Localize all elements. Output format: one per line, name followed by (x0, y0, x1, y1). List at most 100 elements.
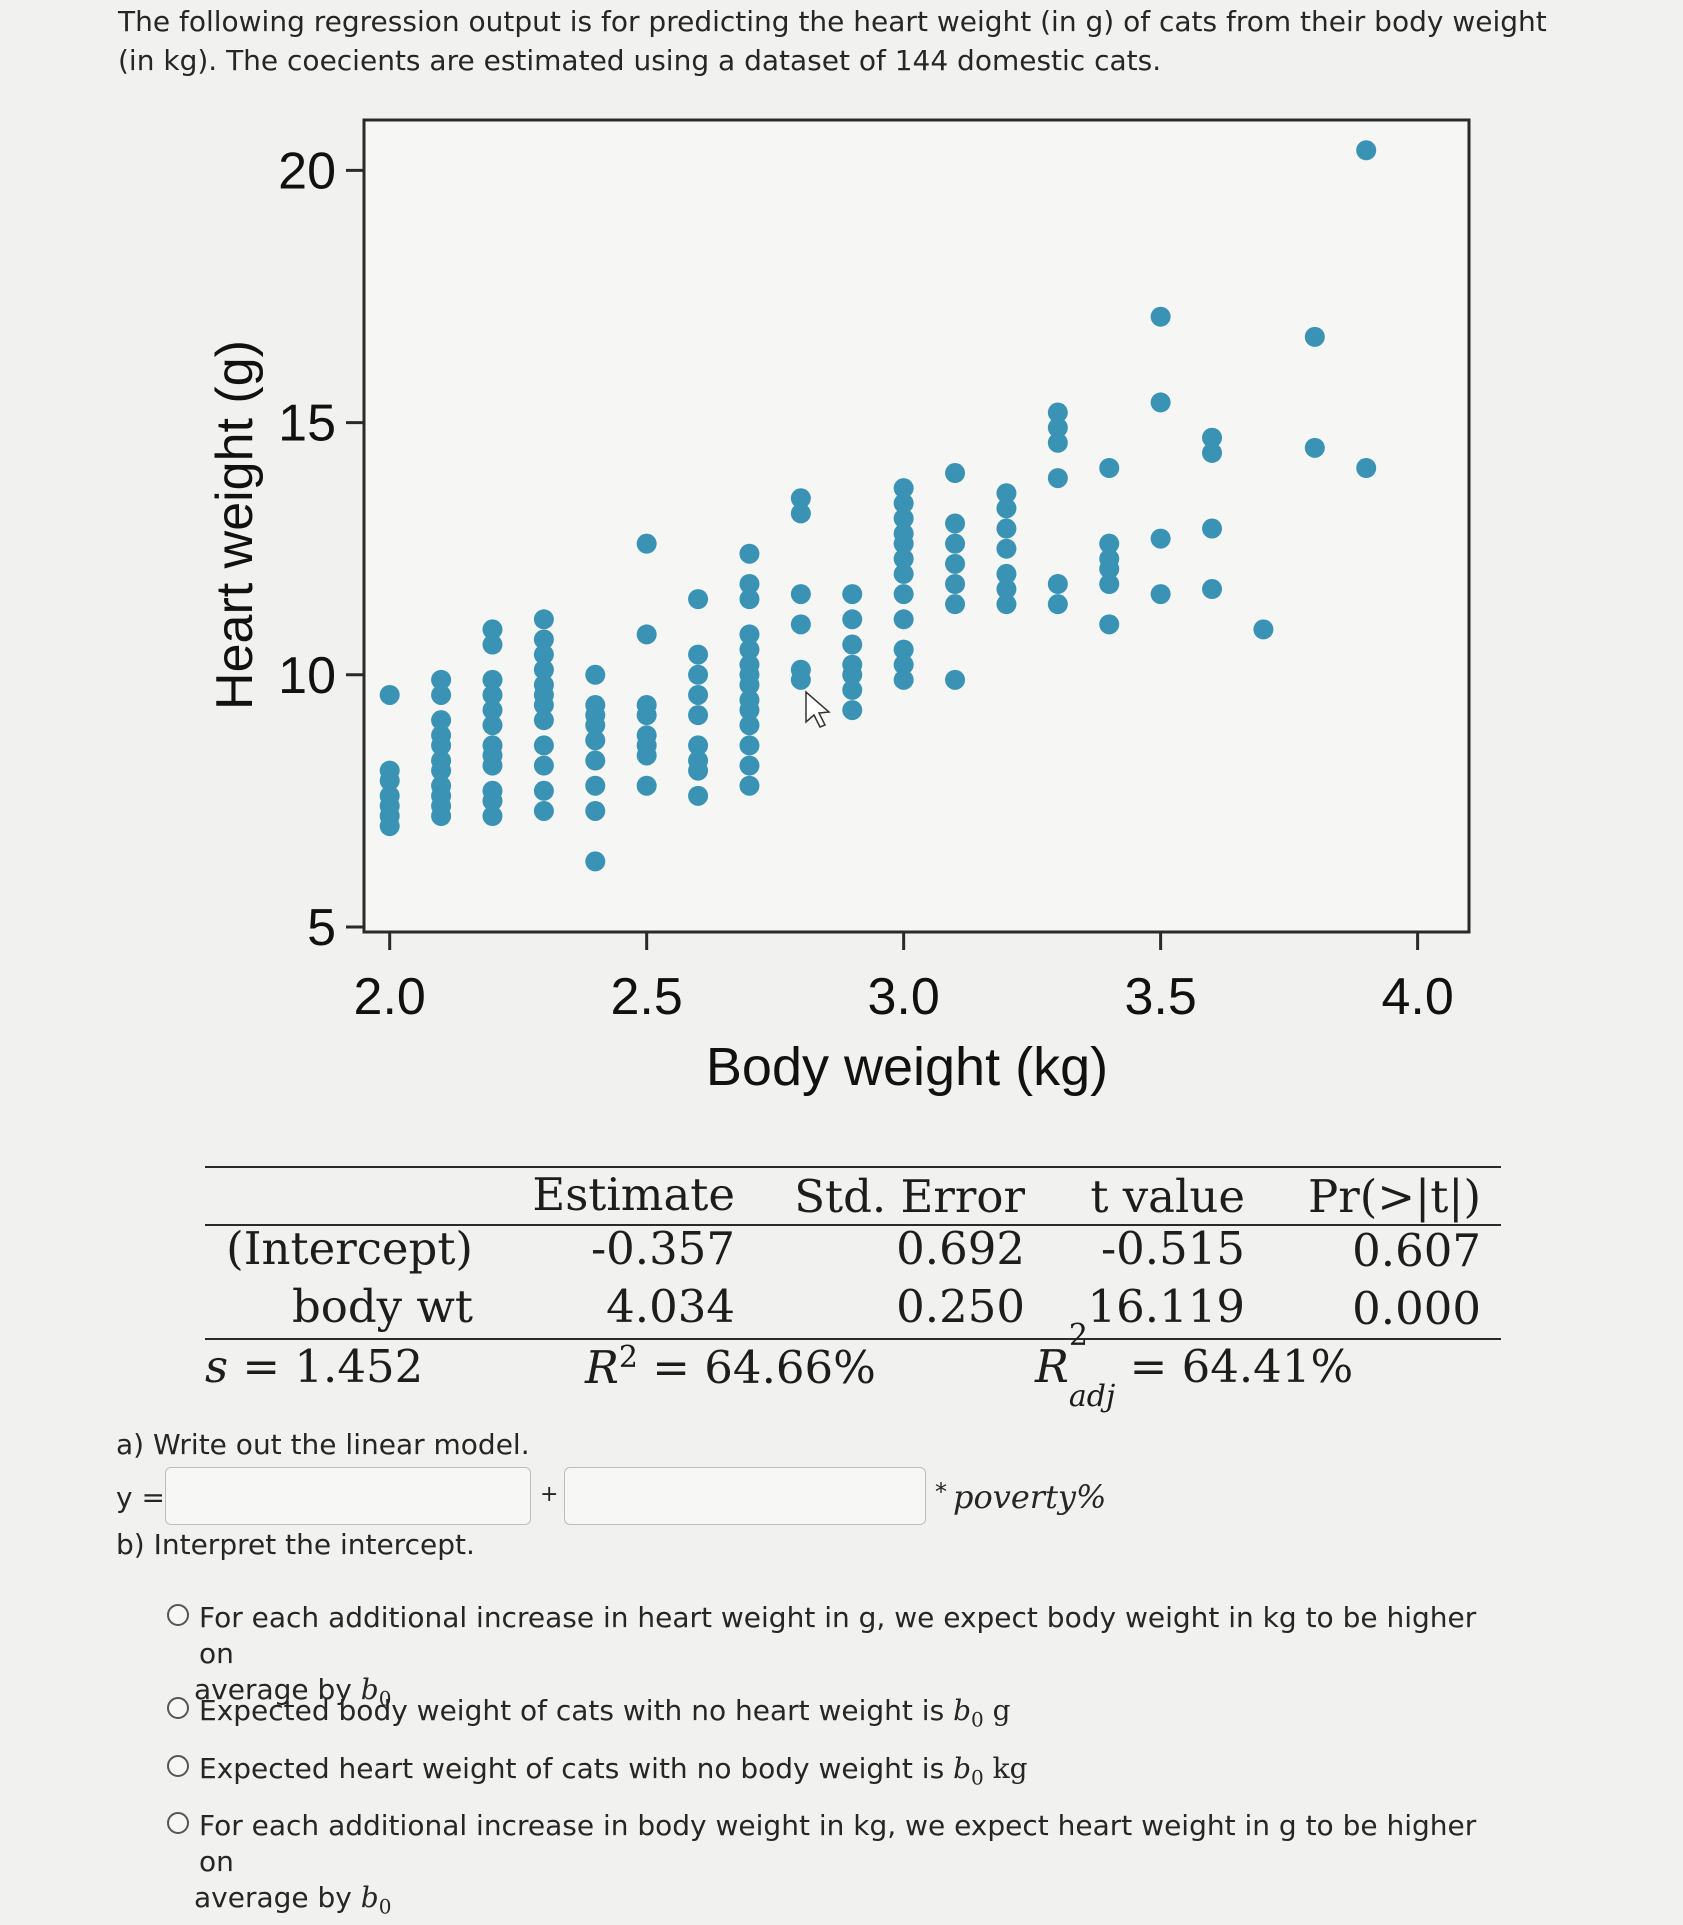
data-point-123 (1047, 468, 1068, 489)
body-wt-estimate: 4.034 (606, 1280, 735, 1333)
plus-sign: + (540, 1482, 559, 1507)
row-label-body-wt: body wt (291, 1280, 473, 1333)
part-b-label: b) Interpret the intercept. (116, 1528, 475, 1561)
data-point-38 (533, 659, 554, 680)
data-point-45 (585, 750, 606, 771)
data-point-141 (1253, 619, 1274, 640)
data-point-59 (688, 785, 709, 806)
body-wt-std-error: 0.250 (896, 1280, 1025, 1333)
option-4-text: For each additional increase in body wei… (199, 1809, 1477, 1878)
data-point-132 (1099, 458, 1120, 478)
intercept-p-value: 0.607 (1352, 1224, 1481, 1277)
data-point-139 (1202, 442, 1223, 463)
header-estimate: Estimate (532, 1168, 735, 1221)
data-point-3 (379, 785, 400, 806)
data-point-100 (893, 563, 914, 584)
data-point-80 (739, 574, 760, 594)
option-3[interactable]: Expected heart weight of cats with no bo… (167, 1751, 1507, 1796)
radio-option-4[interactable] (167, 1812, 189, 1834)
data-point-103 (893, 523, 914, 544)
data-point-97 (893, 639, 914, 660)
slope-input[interactable] (564, 1467, 926, 1525)
data-point-56 (636, 695, 657, 716)
radio-option-3[interactable] (167, 1755, 189, 1777)
radio-option-2[interactable] (167, 1697, 189, 1719)
data-point-106 (893, 478, 914, 499)
option-1[interactable]: For each additional increase in heart we… (167, 1600, 1507, 1717)
header-std-error: Std. Error (794, 1170, 1025, 1223)
header-t-value: t value (1090, 1170, 1245, 1223)
data-point-18 (482, 806, 503, 826)
data-point-112 (945, 513, 966, 534)
data-point-131 (1099, 533, 1120, 554)
data-point-135 (1150, 392, 1171, 413)
data-point-108 (945, 594, 966, 615)
data-point-37 (533, 674, 554, 695)
data-point-104 (893, 508, 914, 529)
x-tick-label-4: 4.0 (1381, 968, 1453, 1026)
data-point-87 (790, 488, 811, 509)
data-point-96 (893, 654, 914, 675)
scatter-plot: 5 10 15 20 2.0 2.5 3.0 3.5 4.0 Body weight (kg)… (206, 118, 1471, 1097)
data-point-34 (533, 710, 554, 731)
data-point-70 (739, 735, 760, 756)
data-point-118 (996, 518, 1017, 539)
data-point-91 (842, 654, 863, 675)
data-point-78 (739, 624, 760, 645)
table-bottom-rule (205, 1338, 1501, 1340)
radio-option-1[interactable] (167, 1604, 189, 1626)
table-header-rule (205, 1224, 1501, 1226)
data-point-93 (842, 609, 863, 630)
data-point-66 (688, 644, 709, 665)
suffix-times: * (935, 1478, 947, 1506)
intercept-t-value: -0.515 (1100, 1222, 1245, 1275)
data-point-58 (636, 533, 657, 554)
data-point-26 (482, 684, 503, 705)
data-points (379, 140, 1377, 872)
data-point-119 (996, 498, 1017, 519)
data-point-116 (996, 563, 1017, 584)
data-point-49 (585, 695, 606, 716)
data-point-105 (893, 493, 914, 514)
regression-table: Estimate Std. Error t value Pr(>|t|) (In… (205, 1158, 1501, 1414)
data-point-23 (482, 735, 503, 756)
data-point-62 (688, 735, 709, 756)
x-tick-label-1: 2.5 (611, 968, 683, 1026)
x-axis: 2.0 2.5 3.0 3.5 4.0 (354, 932, 1454, 1026)
option-4[interactable]: For each additional increase in body wei… (167, 1808, 1507, 1925)
data-point-92 (842, 634, 863, 655)
data-point-57 (636, 624, 657, 645)
data-point-142 (1304, 437, 1325, 458)
data-point-10 (431, 775, 452, 796)
data-point-85 (790, 584, 811, 605)
data-point-32 (533, 755, 554, 776)
data-point-124 (1047, 432, 1068, 453)
data-point-65 (688, 664, 709, 685)
option-2[interactable]: Expected body weight of cats with no hea… (167, 1693, 1507, 1738)
data-point-136 (1150, 306, 1171, 327)
residual-se: s = 1.452 (205, 1340, 424, 1393)
data-point-31 (533, 780, 554, 801)
x-tick-label-0: 2.0 (354, 968, 426, 1026)
data-point-63 (688, 705, 709, 726)
data-point-67 (688, 589, 709, 610)
y-axis-label: Heart weight (g) (206, 340, 264, 710)
data-point-81 (739, 543, 760, 564)
table-top-rule (205, 1166, 1501, 1168)
data-point-68 (739, 775, 760, 796)
data-point-14 (431, 725, 452, 746)
intercept-std-error: 0.692 (896, 1222, 1025, 1275)
option-3-text: Expected heart weight of cats with no bo… (199, 1752, 945, 1785)
data-point-113 (945, 463, 966, 484)
x-axis-label: Body weight (kg) (706, 1037, 1108, 1097)
y-tick-label-2: 15 (278, 395, 336, 453)
y-tick-label-3: 20 (278, 142, 336, 200)
data-point-140 (1202, 427, 1223, 448)
option-1-cont: average by (194, 1673, 352, 1706)
data-point-120 (996, 483, 1017, 504)
data-point-50 (585, 664, 606, 685)
data-point-33 (533, 735, 554, 756)
data-point-46 (585, 730, 606, 751)
intercept-input[interactable] (165, 1467, 531, 1525)
data-point-95 (893, 669, 914, 690)
